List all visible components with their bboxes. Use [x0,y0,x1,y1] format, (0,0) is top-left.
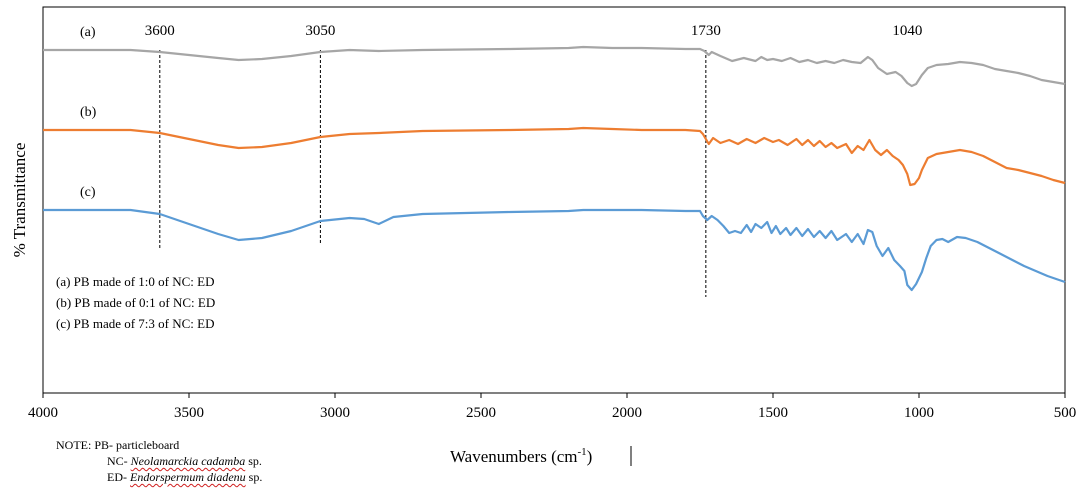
x-tick-label-3000: 3000 [320,405,350,421]
note-line-pb: NOTE: PB- particleboard [56,438,180,452]
x-axis-title-main: Wavenumbers (cm [450,447,578,466]
x-axis-title: Wavenumbers (cm-1) [450,446,592,466]
series-tag-a: (a) [80,25,96,40]
series-line-a [43,45,1066,88]
x-tick-label-4000: 4000 [28,405,58,421]
y-axis-title: % Transmittance [10,143,29,258]
note-block: NOTE: PB- particleboard NC- Neolamarckia… [56,437,262,485]
x-tick-label-2500: 2500 [466,405,496,421]
x-axis-ticks: 4000 3500 3000 2500 2000 1500 1000 500 [28,393,1076,421]
peak-label-3600: 3600 [145,23,175,39]
x-axis-title-tail: ) [587,447,593,466]
peak-labels: 3600 3050 1730 1040 [145,23,923,39]
series-tag-c: (c) [80,185,96,200]
peak-label-1040: 1040 [892,23,922,39]
x-tick-label-2000: 2000 [612,405,642,421]
series-line-c [43,208,1066,292]
legend-item-a: (a) PB made of 1:0 of NC: ED [56,274,215,289]
series-tag-b: (b) [80,105,97,120]
series-tags: (a) (b) (c) [80,25,97,200]
x-tick-label-1500: 1500 [758,405,788,421]
peak-label-3050: 3050 [305,23,335,39]
x-tick-label-500: 500 [1054,405,1077,421]
x-tick-label-1000: 1000 [904,405,934,421]
legend: (a) PB made of 1:0 of NC: ED (b) PB made … [56,274,215,331]
series-line-b [43,126,1066,187]
plot-area-frame [42,6,1066,394]
spectra-series [43,45,1066,292]
legend-item-c: (c) PB made of 7:3 of NC: ED [56,316,215,331]
x-axis-title-sup: -1 [578,446,587,458]
note-line-nc: NC- Neolamarckia cadamba sp. [107,454,262,468]
peak-label-1730: 1730 [691,23,721,39]
peak-marker-lines [159,50,707,297]
note-line-ed: ED- Endorspermum diadenu sp. [107,470,263,484]
x-tick-label-3500: 3500 [174,405,204,421]
legend-item-b: (b) PB made of 0:1 of NC: ED [56,295,215,310]
